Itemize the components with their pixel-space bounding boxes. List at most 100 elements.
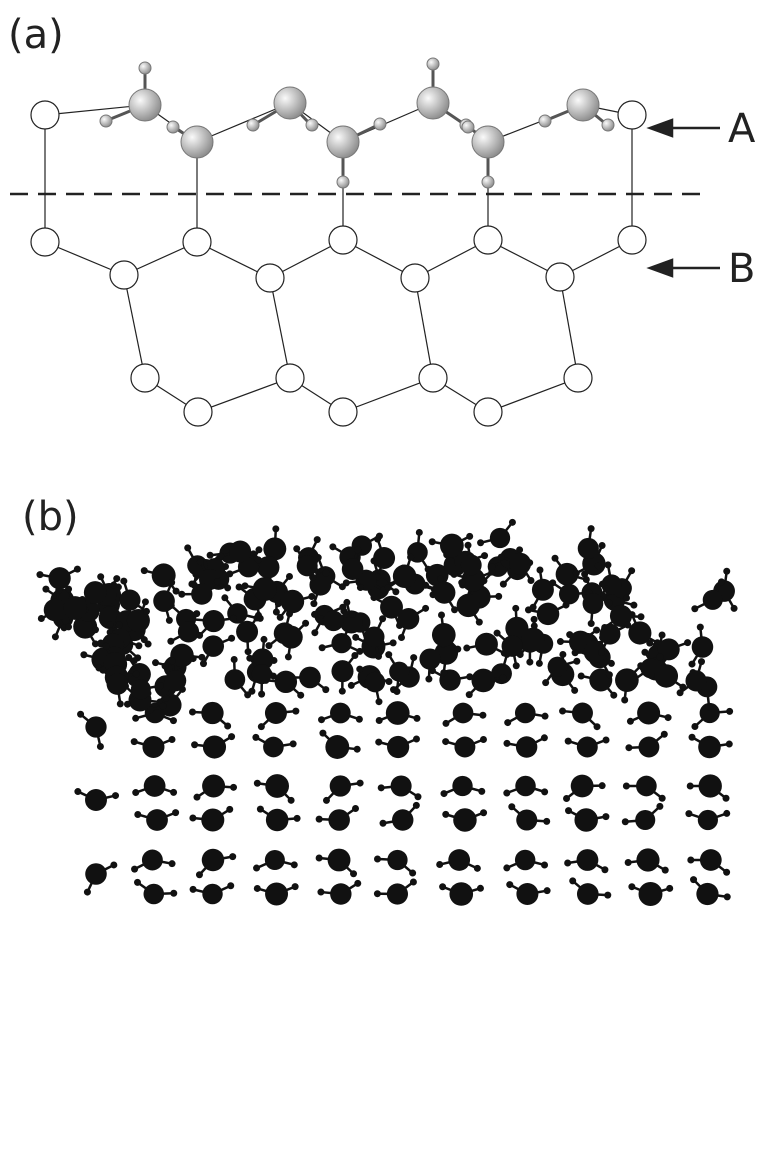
hydrogen [489, 563, 496, 570]
hydrogen [196, 632, 203, 639]
hydrogen [637, 613, 644, 620]
hydrogen [646, 640, 653, 647]
panel-label: (a) [8, 12, 64, 58]
hydrogen [97, 573, 104, 580]
hydrogen [217, 552, 224, 559]
hydrogen [374, 855, 381, 862]
oxygen [387, 883, 408, 904]
hydrogen [594, 723, 601, 730]
hydrogen [170, 717, 177, 724]
hydrogen [169, 657, 176, 664]
hydrogen [260, 636, 267, 643]
hydrogen [292, 708, 299, 715]
oxygen [635, 810, 655, 830]
hydrogen [393, 688, 400, 695]
oxygen [398, 608, 420, 630]
hydrogen [536, 567, 543, 574]
hydrogen [302, 620, 309, 627]
hydrogen [291, 861, 298, 868]
hydrogen [723, 795, 730, 802]
hydrogen [439, 883, 446, 890]
hydrogen [498, 554, 505, 561]
oxygen [432, 623, 456, 647]
hydrogen [610, 692, 617, 699]
oxygen [577, 883, 599, 905]
hydrogen [559, 651, 566, 658]
hydrogen [623, 594, 630, 601]
hydrogen [168, 736, 175, 743]
oxygen [227, 603, 247, 623]
hydrogen [588, 525, 595, 532]
oxygen [85, 716, 106, 737]
oxygen [453, 808, 476, 831]
oxygen [515, 703, 536, 724]
hydrogen [38, 615, 45, 622]
oxygen [559, 584, 579, 604]
hydrogen [723, 810, 730, 817]
hydrogen [322, 686, 329, 693]
hydrogen [349, 611, 356, 618]
hydrogen [168, 579, 175, 586]
hydrogen [226, 806, 233, 813]
hydrogen [407, 554, 414, 561]
oxygen [202, 884, 222, 904]
hydrogen [466, 533, 473, 540]
oxygen [698, 736, 721, 759]
hydrogen [726, 741, 733, 748]
hydrogen [189, 709, 196, 716]
hydrogen [314, 536, 321, 543]
hydrogen [422, 605, 429, 612]
hydrogen [255, 556, 262, 563]
oxygen [391, 775, 412, 796]
hydrogen [513, 662, 520, 669]
hydrogen [343, 579, 350, 586]
oxygen [515, 850, 535, 870]
oxygen [252, 664, 272, 684]
hydrogen [625, 744, 632, 751]
oxygen [203, 735, 226, 758]
hydrogen [731, 605, 738, 612]
hydrogen [689, 734, 696, 741]
hydrogen [503, 740, 510, 747]
hydrogen [131, 657, 138, 664]
oxygen [433, 581, 455, 603]
oxygen [263, 737, 284, 758]
hydrogen [310, 600, 317, 607]
oxygen [583, 593, 604, 614]
oxygen [365, 672, 385, 692]
hydrogen [311, 629, 318, 636]
oxygen [516, 883, 538, 905]
hydrogen [133, 671, 140, 678]
hydrogen [297, 692, 304, 699]
hydrogen [288, 797, 295, 804]
hydrogen [224, 723, 231, 730]
hydrogen [564, 860, 571, 867]
hydrogen [226, 570, 233, 577]
hydrogen [318, 716, 325, 723]
oxygen [698, 810, 718, 830]
oxygen [281, 590, 304, 613]
hydrogen [80, 651, 87, 658]
hydrogen [77, 711, 84, 718]
lattice-diagram [10, 58, 720, 426]
hydrogen [354, 880, 361, 887]
hydrogen [477, 539, 484, 546]
hydrogen [628, 883, 635, 890]
oxygen [352, 535, 372, 555]
hydrogen [196, 871, 203, 878]
hydrogen [656, 653, 663, 660]
oxygen [571, 775, 594, 798]
hydrogen [255, 612, 262, 619]
oxygen [599, 624, 620, 645]
oxygen [393, 565, 416, 588]
hydrogen [723, 869, 730, 876]
oxygen [178, 621, 199, 642]
oxygen [453, 703, 474, 724]
hydrogen [627, 718, 634, 725]
hydrogen [197, 558, 204, 565]
hydrogen [112, 792, 119, 799]
hydrogen [480, 736, 487, 743]
hydrogen [124, 701, 131, 708]
hydrogen [376, 717, 383, 724]
hydrogen [598, 649, 605, 656]
